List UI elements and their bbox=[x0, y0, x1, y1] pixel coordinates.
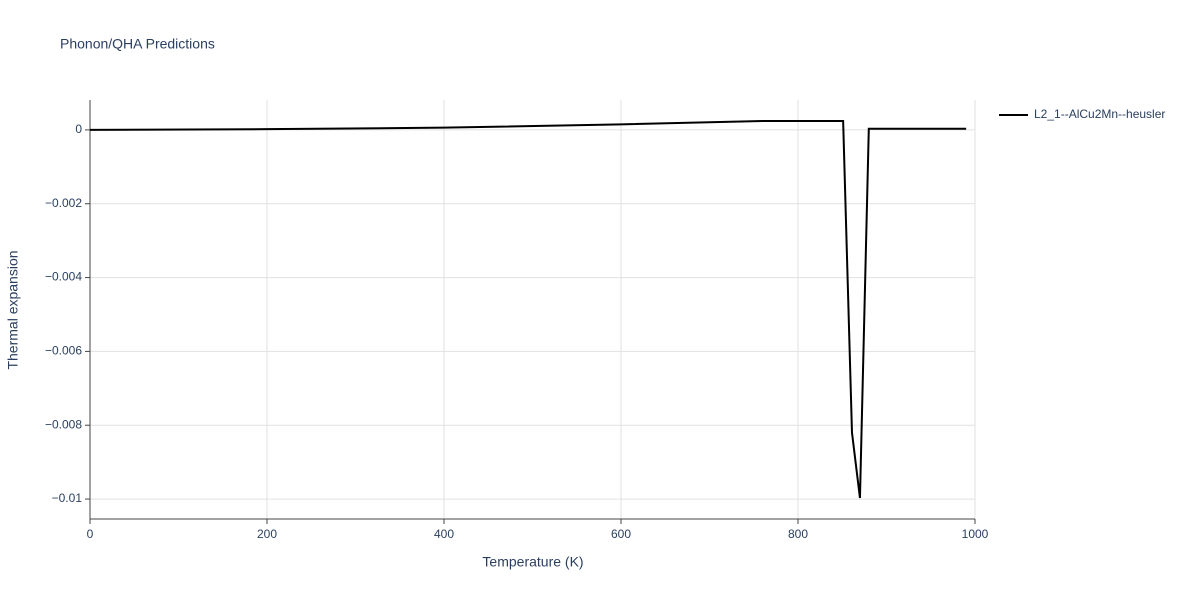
x-tick-label: 0 bbox=[87, 527, 94, 541]
x-tick-label: 800 bbox=[788, 527, 808, 541]
y-tick-label: −0.002 bbox=[45, 196, 82, 210]
x-tick-label: 600 bbox=[611, 527, 631, 541]
y-tick-label: −0.004 bbox=[45, 270, 82, 284]
x-tick-label: 1000 bbox=[962, 527, 989, 541]
y-tick-label: 0 bbox=[75, 122, 82, 136]
x-tick-label: 400 bbox=[434, 527, 454, 541]
y-tick-label: −0.008 bbox=[45, 417, 82, 431]
x-tick-label: 200 bbox=[257, 527, 277, 541]
line-series bbox=[89, 120, 967, 499]
y-tick-label: −0.006 bbox=[45, 344, 82, 358]
y-tick-label: −0.01 bbox=[52, 491, 83, 505]
x-axis-label: Temperature (K) bbox=[482, 554, 583, 570]
chart-title: Phonon/QHA Predictions bbox=[60, 36, 215, 52]
legend-label: L2_1--AlCu2Mn--heusler bbox=[1034, 107, 1165, 121]
y-axis-label: Thermal expansion bbox=[5, 250, 21, 369]
